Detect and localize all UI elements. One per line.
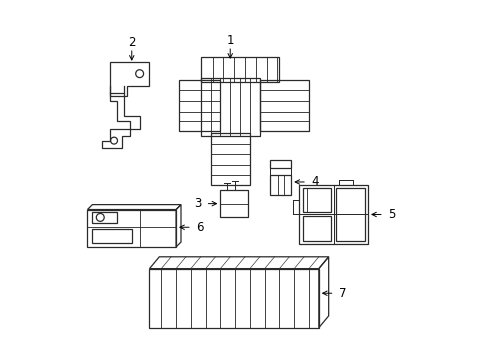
Text: 4: 4 — [310, 175, 318, 189]
Text: 6: 6 — [195, 221, 203, 234]
Text: 7: 7 — [338, 287, 346, 300]
Text: 5: 5 — [387, 208, 394, 221]
Text: 2: 2 — [128, 36, 135, 49]
Text: 3: 3 — [194, 197, 201, 210]
Text: 1: 1 — [226, 34, 233, 47]
